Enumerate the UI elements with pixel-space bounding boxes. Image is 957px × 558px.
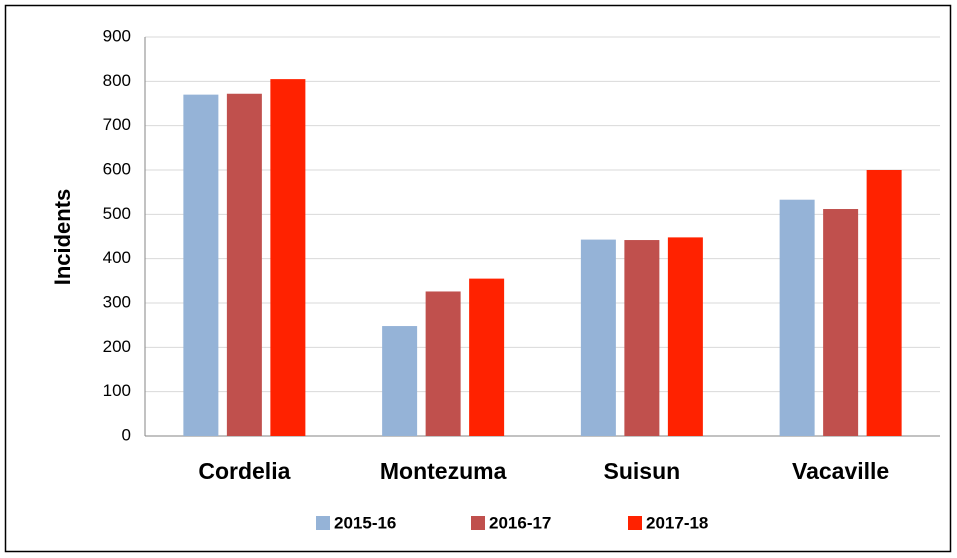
x-tick-label: Vacaville: [792, 458, 889, 484]
y-tick-label: 800: [103, 71, 131, 90]
legend-swatch: [471, 516, 485, 530]
y-tick-label: 700: [103, 115, 131, 134]
x-tick-label: Suisun: [604, 458, 681, 484]
bar: [667, 237, 703, 436]
y-tick-label: 600: [103, 159, 131, 178]
y-axis-label: Incidents: [50, 189, 75, 286]
bar: [382, 326, 418, 436]
y-tick-label: 500: [103, 204, 131, 223]
y-tick-label: 200: [103, 337, 131, 356]
bar: [270, 79, 306, 436]
y-tick-label: 400: [103, 248, 131, 267]
bar: [425, 291, 461, 436]
bar: [469, 278, 505, 436]
bar: [823, 209, 859, 436]
y-tick-label: 300: [103, 292, 131, 311]
bar: [580, 239, 616, 436]
legend-swatch: [628, 516, 642, 530]
legend-swatch: [316, 516, 330, 530]
x-tick-label: Cordelia: [198, 458, 290, 484]
y-tick-label: 0: [122, 425, 131, 444]
legend-label: 2015-16: [334, 513, 396, 532]
bar: [183, 94, 219, 436]
legend-label: 2017-18: [646, 513, 708, 532]
bar: [624, 240, 660, 436]
legend-label: 2016-17: [489, 513, 551, 532]
y-tick-label: 100: [103, 381, 131, 400]
y-tick-label: 900: [103, 26, 131, 45]
bar: [226, 93, 262, 436]
bar: [779, 199, 815, 436]
x-tick-label: Montezuma: [380, 458, 507, 484]
bar: [866, 170, 902, 436]
